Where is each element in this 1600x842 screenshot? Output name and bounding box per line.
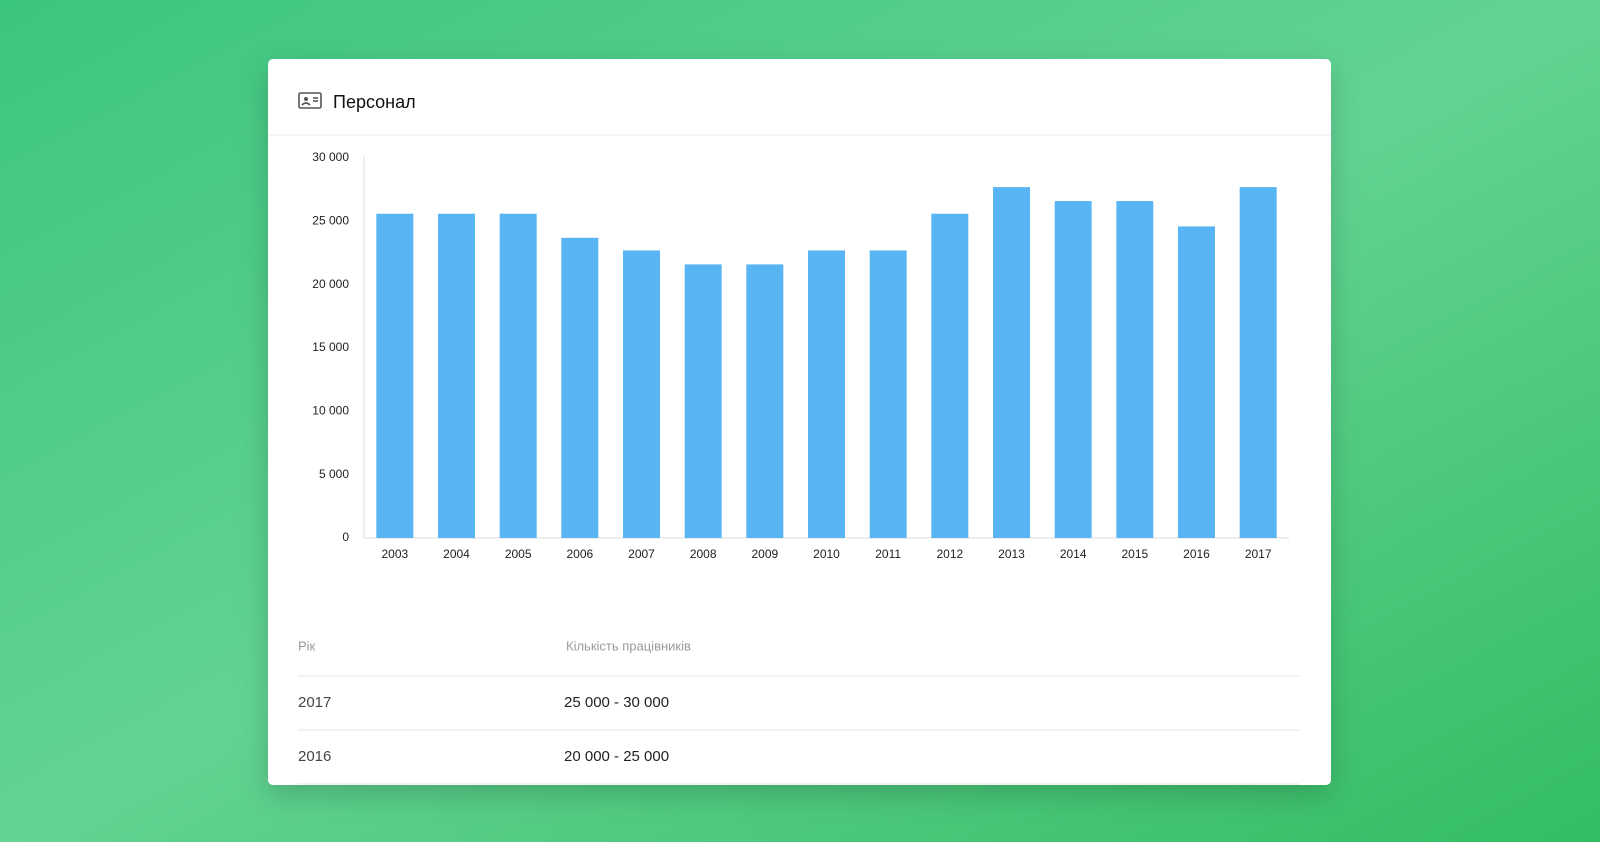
x-tick-label: 2004 (443, 547, 470, 561)
x-tick-label: 2003 (381, 547, 408, 561)
table-header: Кількість працівників (566, 638, 691, 653)
x-tick-label: 2007 (628, 547, 655, 561)
table-header: Рік (298, 638, 316, 653)
bar (684, 264, 722, 538)
y-tick-label: 20 000 (312, 277, 349, 291)
x-tick-label: 2012 (936, 547, 963, 561)
bar (808, 250, 845, 538)
bar (376, 213, 414, 538)
bar (993, 187, 1030, 538)
table-cell: 20 000 - 25 000 (564, 748, 669, 765)
y-tick-label: 5 000 (319, 467, 349, 481)
y-tick-label: 25 000 (312, 214, 349, 228)
bar (499, 213, 537, 538)
bar (561, 237, 599, 539)
bar (746, 264, 784, 538)
y-tick-label: 10 000 (312, 404, 349, 418)
x-tick-label: 2005 (505, 547, 532, 561)
table-cell: 25 000 - 30 000 (564, 694, 669, 711)
bar (1178, 226, 1215, 538)
bar (869, 250, 907, 538)
y-tick-label: 30 000 (312, 150, 349, 164)
card-title: Персонал (333, 92, 416, 112)
x-tick-label: 2015 (1121, 547, 1148, 561)
bar (438, 213, 475, 538)
bar (1239, 187, 1277, 538)
table-cell: 2017 (298, 694, 331, 711)
x-tick-label: 2009 (751, 547, 778, 561)
bar (623, 250, 660, 538)
x-tick-label: 2016 (1183, 547, 1210, 561)
bar (1054, 201, 1092, 539)
x-tick-label: 2010 (813, 547, 840, 561)
x-tick-label: 2013 (998, 547, 1025, 561)
y-tick-label: 0 (342, 530, 349, 544)
x-tick-label: 2014 (1060, 547, 1087, 561)
x-tick-label: 2008 (690, 547, 717, 561)
y-tick-label: 15 000 (312, 340, 349, 354)
table-cell: 2016 (298, 748, 331, 765)
x-tick-label: 2017 (1245, 547, 1272, 561)
bar (1116, 201, 1154, 539)
bar (931, 213, 969, 538)
x-tick-label: 2011 (875, 547, 901, 561)
x-tick-label: 2006 (566, 547, 593, 561)
card-icon (298, 92, 322, 109)
